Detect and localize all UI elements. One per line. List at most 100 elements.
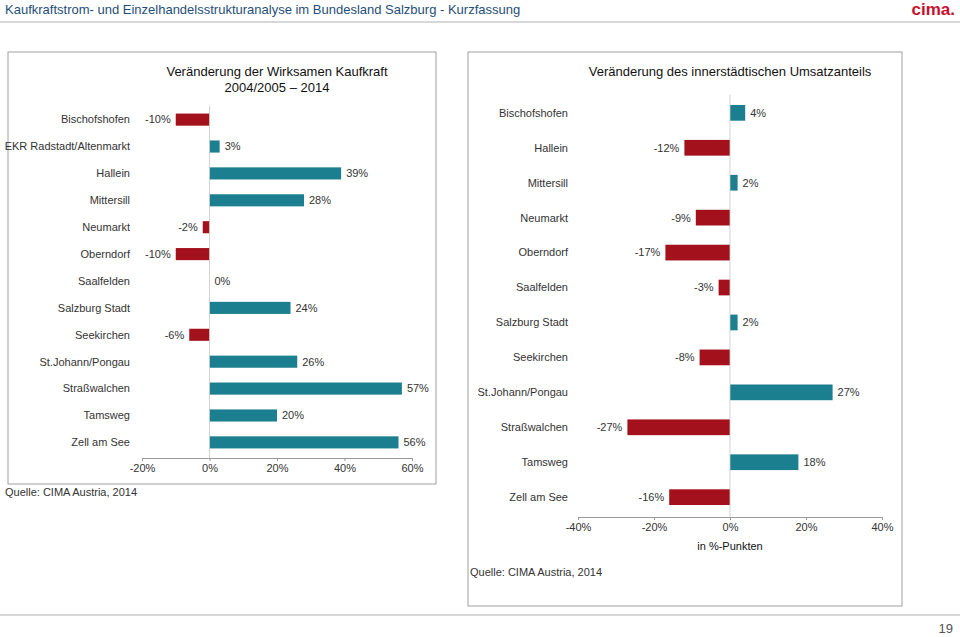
source: Quelle: CIMA Austria, 2014	[470, 566, 602, 578]
category-label: Tamsweg	[522, 456, 568, 468]
chart-title: Veränderung der Wirksamen Kaufkraft	[166, 64, 387, 79]
tick-mark	[412, 458, 413, 461]
tick: 40%	[334, 458, 356, 474]
bar	[719, 280, 730, 296]
tick-mark	[142, 458, 143, 461]
category-label: Straßwalchen	[501, 421, 568, 433]
chart-frame	[468, 52, 902, 606]
data-labels: 4%-12%2%-9%-17%-3%2%-8%27%-27%18%-16%	[597, 107, 860, 503]
category-label: Neumarkt	[520, 212, 568, 224]
header-rule	[0, 22, 960, 23]
axis-line	[579, 518, 883, 521]
tick-label: 20%	[266, 462, 288, 474]
category-label: Hallein	[534, 142, 568, 154]
data-label: 56%	[404, 436, 426, 448]
tick: 0%	[723, 517, 739, 533]
category-label: Mittersill	[528, 177, 568, 189]
page: Kaufkraftstrom- und Einzelhandelsstruktu…	[0, 0, 960, 637]
tick-mark	[730, 517, 731, 520]
bar	[210, 194, 305, 206]
data-label: -16%	[639, 491, 665, 503]
category-label: Bischofshofen	[61, 113, 130, 125]
category-label: St.Johann/Pongau	[477, 386, 568, 398]
data-label: 20%	[282, 409, 304, 421]
tick: -20%	[130, 458, 156, 474]
data-label: 26%	[302, 356, 324, 368]
tick-label: 20%	[795, 521, 817, 533]
chart-frame	[8, 52, 436, 484]
data-label: 27%	[838, 386, 860, 398]
bar	[210, 356, 298, 368]
category-label: Saalfelden	[516, 281, 568, 293]
bar	[696, 210, 730, 226]
tick: 20%	[266, 458, 288, 474]
x-axis-title: in %-Punkten	[697, 540, 762, 552]
bar	[665, 245, 730, 261]
data-label: -9%	[671, 212, 691, 224]
bar	[210, 167, 342, 179]
axis-line	[143, 459, 413, 462]
data-label: -17%	[635, 246, 661, 258]
tick: 20%	[795, 517, 817, 533]
data-label: 2%	[743, 316, 759, 328]
category-label: EKR Radstadt/Altenmarkt	[5, 140, 130, 152]
category-label: Saalfelden	[78, 275, 130, 287]
tick-label: 0%	[202, 462, 218, 474]
tick-mark	[882, 517, 883, 520]
bar	[210, 409, 278, 421]
category-label: Hallein	[96, 167, 130, 179]
tick-mark	[806, 517, 807, 520]
tick-mark	[654, 517, 655, 520]
data-label: -10%	[145, 248, 171, 260]
tick-mark	[210, 458, 211, 461]
bar	[730, 175, 738, 191]
bar	[684, 140, 730, 156]
category-label: Oberndorf	[518, 246, 568, 258]
data-label: 18%	[803, 456, 825, 468]
x-axis: -20%0%20%40%60%	[130, 458, 424, 474]
tick: -40%	[566, 517, 592, 533]
category-label: Neumarkt	[82, 221, 130, 233]
bar	[730, 454, 798, 470]
tick: 40%	[871, 517, 893, 533]
logo: cima.	[912, 0, 955, 19]
bar	[176, 248, 210, 260]
bar	[189, 329, 209, 341]
data-labels: -10%3%39%28%-2%-10%0%24%-6%26%57%20%56%	[145, 113, 429, 448]
category-labels: Bischofshofen Hallein Mittersill Neumarkt Ob…	[477, 107, 568, 503]
tick-mark	[277, 458, 278, 461]
data-label: -3%	[694, 281, 714, 293]
x-axis: -40% -20% 0% 20% 40%	[566, 517, 894, 533]
category-label: Tamsweg	[84, 409, 130, 421]
tick-mark	[578, 517, 579, 520]
source: Quelle: CIMA Austria, 2014	[5, 486, 137, 498]
category-label: Bischofshofen	[499, 107, 568, 119]
data-label: 0%	[215, 275, 231, 287]
tick: 0%	[202, 458, 218, 474]
data-label: -8%	[675, 351, 695, 363]
bar	[700, 350, 730, 366]
footer-rule	[0, 615, 960, 616]
zero-line	[730, 95, 731, 518]
tick-mark	[345, 458, 346, 461]
bar	[210, 436, 399, 448]
category-label: Zell am See	[71, 436, 130, 448]
data-label: 4%	[750, 107, 766, 119]
tick-label: -40%	[566, 521, 592, 533]
category-label: Salzburg Stadt	[58, 302, 130, 314]
category-label: Oberndorf	[80, 248, 130, 260]
data-label: 3%	[225, 140, 241, 152]
tick-label: -20%	[130, 462, 156, 474]
data-label: -10%	[145, 113, 171, 125]
chart-subtitle: 2004/2005 – 2014	[225, 80, 330, 95]
tick-label: 0%	[723, 521, 739, 533]
category-label: St.Johann/Pongau	[39, 356, 130, 368]
data-label: -12%	[654, 142, 680, 154]
bar	[210, 383, 402, 395]
chart-title: Veränderung des innerstädtischen Umsatza…	[589, 64, 872, 79]
tick-label: -20%	[642, 521, 668, 533]
data-label: 24%	[296, 302, 318, 314]
bar	[730, 384, 833, 400]
category-label: Seekirchen	[513, 351, 568, 363]
data-label: -2%	[178, 221, 198, 233]
